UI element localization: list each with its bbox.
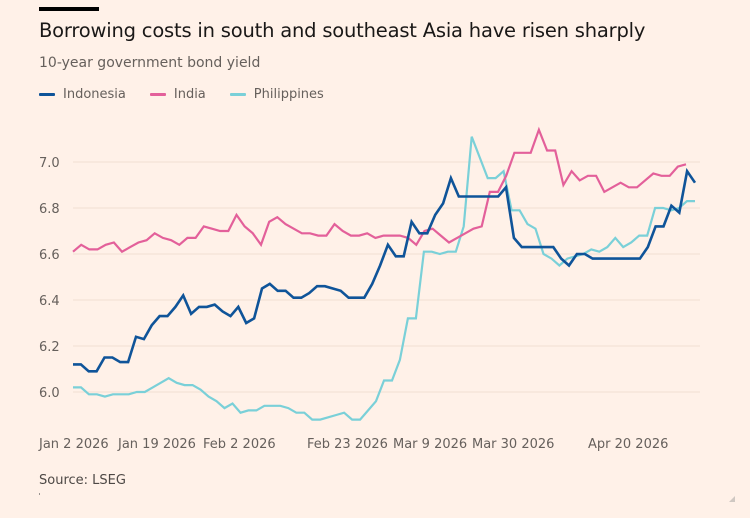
series-line-philippines xyxy=(73,136,695,421)
legend-swatch-philippines xyxy=(229,93,246,96)
legend-label-indonesia: Indonesia xyxy=(63,87,126,102)
legend-label-india: India xyxy=(173,87,206,102)
series-line-indonesia xyxy=(73,167,697,373)
x-axis: Jan 2 2026 Jan 19 2026 Feb 2 2026 Feb 23 20… xyxy=(38,437,668,452)
y-tick-label: 7.0 xyxy=(39,156,60,171)
legend-item-philippines: Philippines xyxy=(229,87,324,102)
y-tick-label: 6.4 xyxy=(39,294,60,309)
x-tick-label: Mar 30 2026 xyxy=(472,437,554,452)
resize-grip-icon[interactable] xyxy=(729,496,735,502)
brand-bar xyxy=(39,7,99,11)
legend: Indonesia India Philippines xyxy=(39,87,348,102)
source-note: Source: LSEG xyxy=(39,473,126,488)
y-axis: 6.0 6.2 6.4 6.6 6.8 7.0 xyxy=(39,156,60,401)
y-tick-label: 6.2 xyxy=(39,340,60,355)
y-tick-label: 6.0 xyxy=(39,386,60,401)
gridlines xyxy=(73,161,700,393)
x-tick-label: Mar 9 2026 xyxy=(393,437,467,452)
x-tick-label: Jan 19 2026 xyxy=(117,437,196,452)
legend-item-india: India xyxy=(149,87,206,102)
y-tick-label: 6.6 xyxy=(39,248,60,263)
chart-subtitle: 10-year government bond yield xyxy=(39,55,261,71)
x-tick-label: Jan 2 2026 xyxy=(38,437,109,452)
legend-swatch-india xyxy=(149,93,166,96)
x-tick-label: Feb 2 2026 xyxy=(203,437,276,452)
legend-label-philippines: Philippines xyxy=(253,87,324,102)
x-tick-label: Feb 23 2026 xyxy=(307,437,388,452)
y-tick-label: 6.8 xyxy=(39,202,60,217)
series-lines xyxy=(72,126,697,421)
legend-item-indonesia: Indonesia xyxy=(39,87,126,102)
x-tick-label: Apr 20 2026 xyxy=(588,437,668,452)
series-line-india xyxy=(72,126,687,254)
legend-swatch-indonesia xyxy=(39,93,55,96)
footer-tick xyxy=(39,493,40,495)
chart-title: Borrowing costs in south and southeast A… xyxy=(39,19,646,42)
